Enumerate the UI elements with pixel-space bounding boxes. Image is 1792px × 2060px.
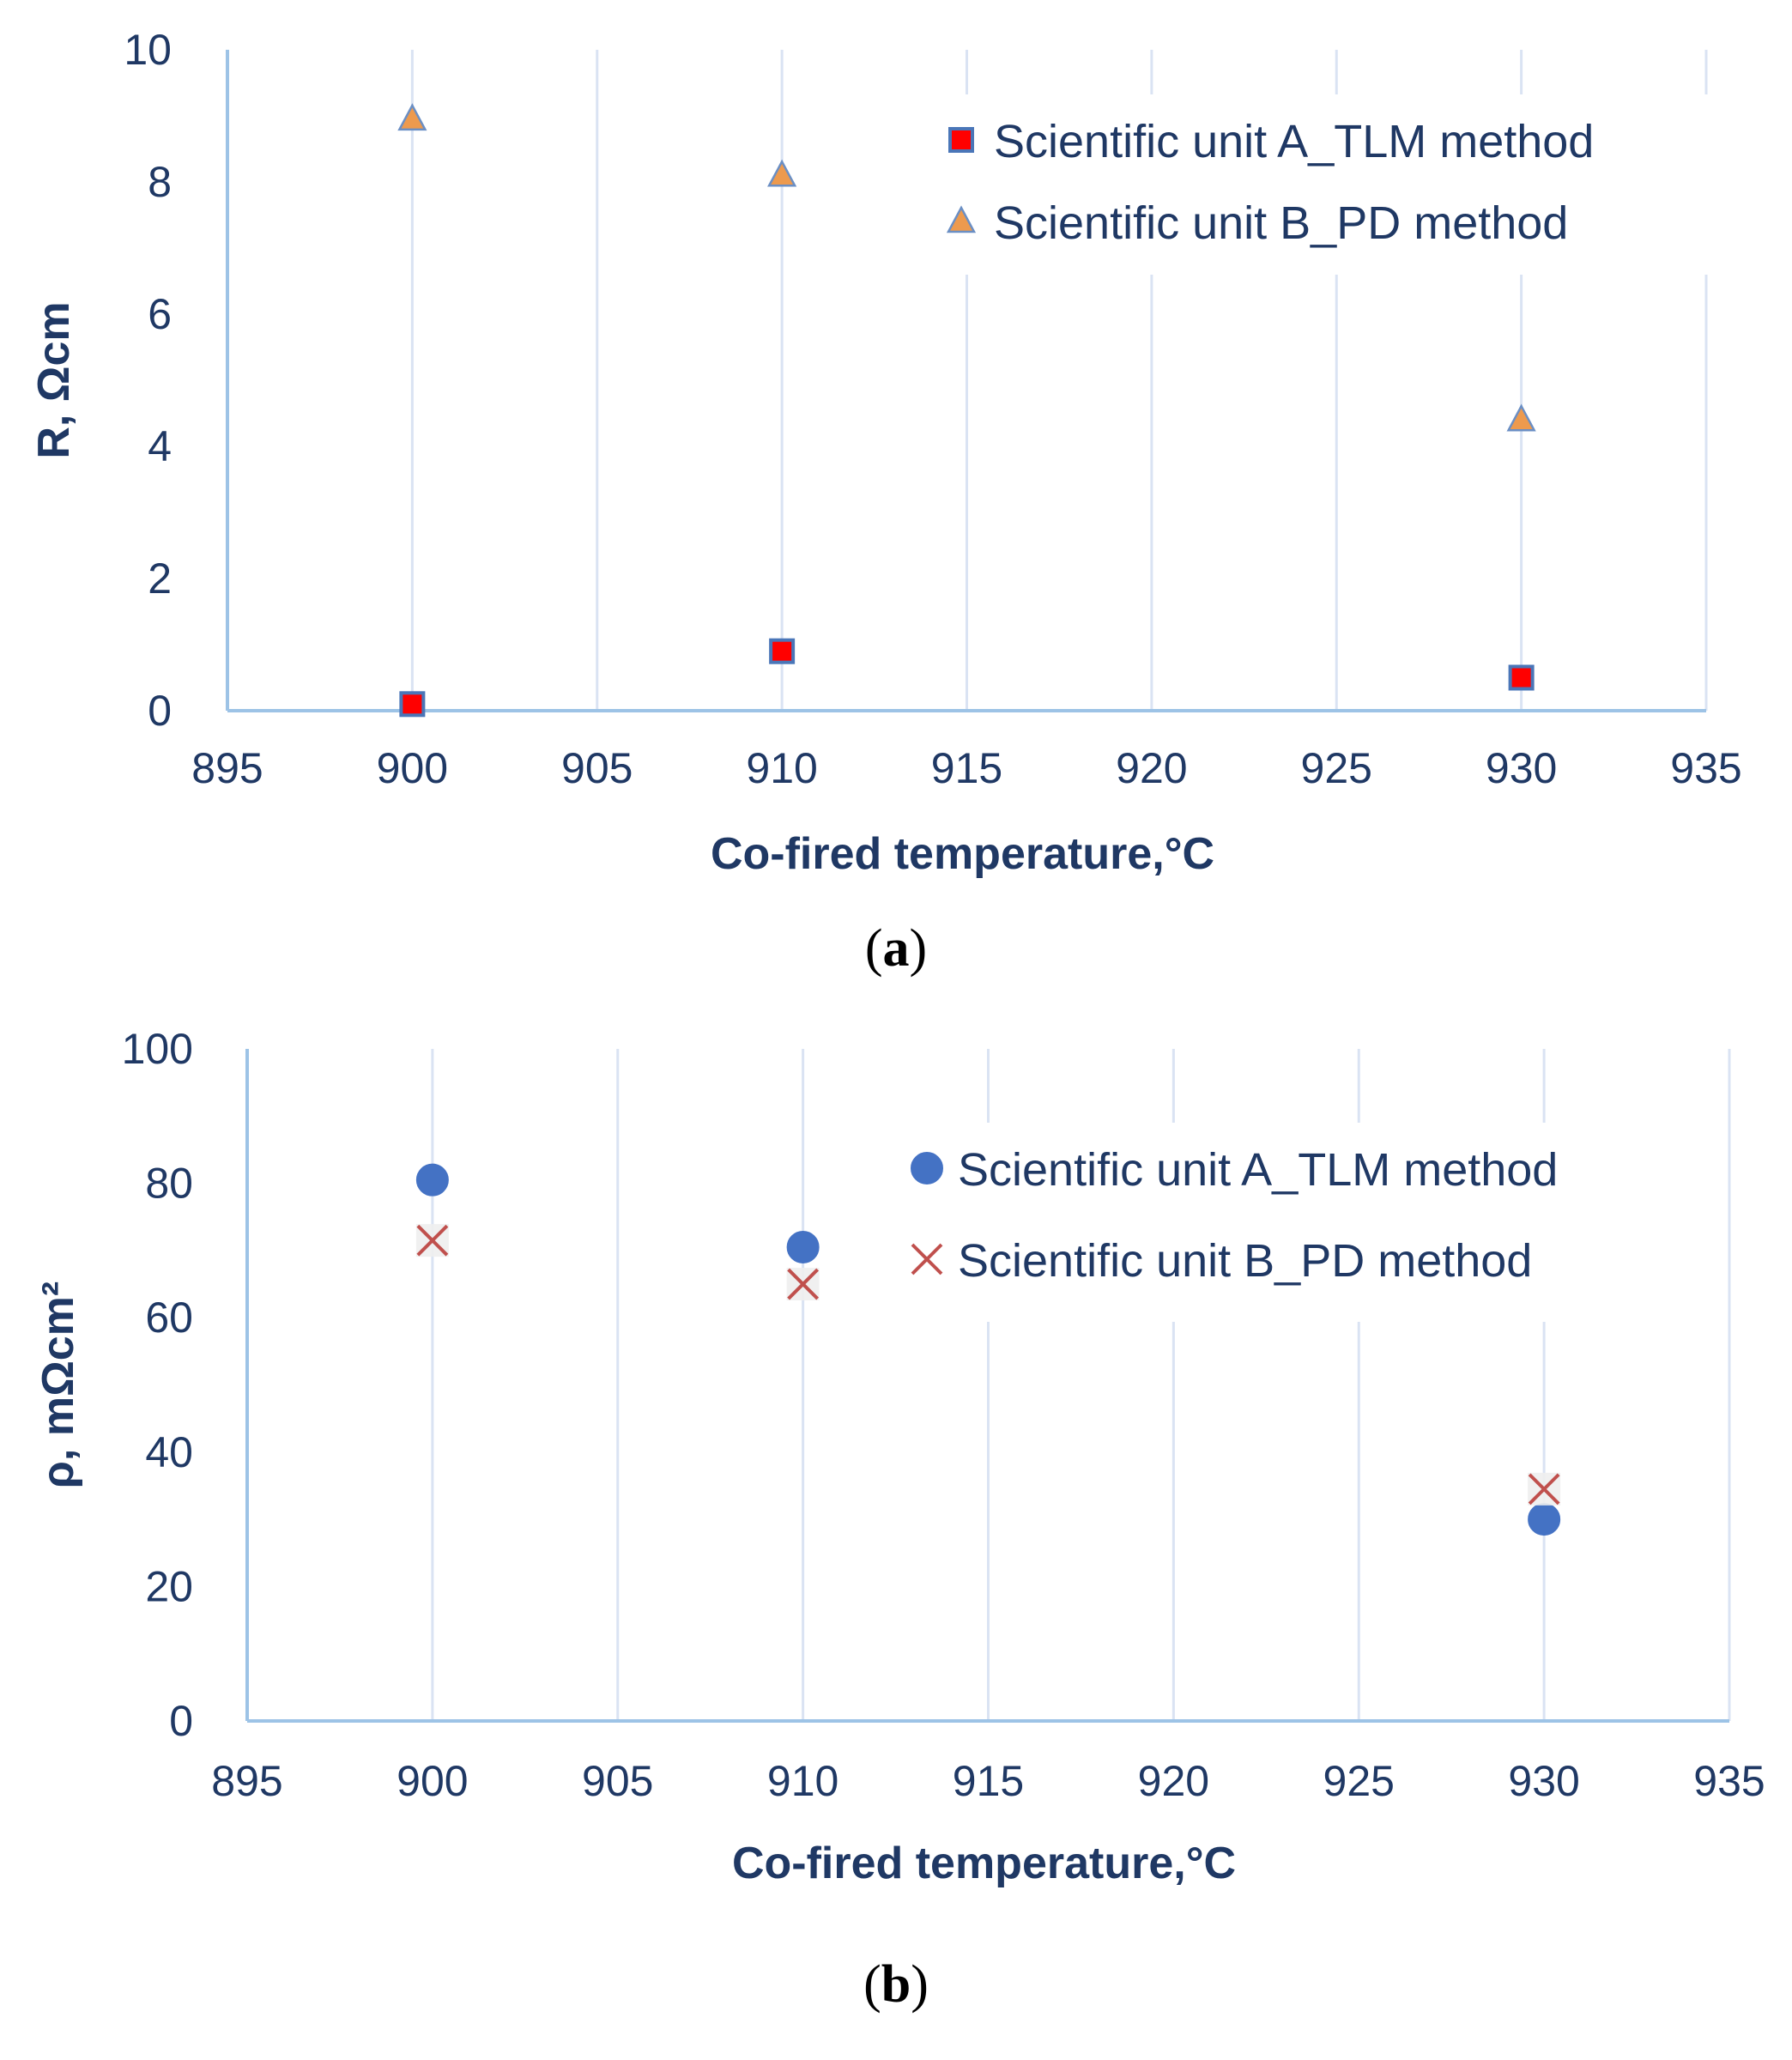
x-axis-title: Co-fired temperature,°C bbox=[732, 1839, 1236, 1888]
data-point bbox=[415, 1163, 449, 1197]
y-tick-label: 6 bbox=[148, 290, 172, 338]
x-tick-label: 935 bbox=[1693, 1757, 1765, 1805]
data-point bbox=[416, 1224, 449, 1257]
y-tick-label: 60 bbox=[145, 1294, 193, 1342]
data-point bbox=[1528, 1503, 1561, 1536]
y-tick-label: 8 bbox=[148, 158, 172, 206]
y-tick-label: 40 bbox=[145, 1428, 193, 1476]
legend-background bbox=[935, 94, 1734, 275]
x-axis-title: Co-fired temperature,°C bbox=[711, 829, 1214, 879]
legend-marker-x bbox=[911, 1243, 943, 1275]
chart-panel-b: 895 900 905 910 915 920 925 930 935 0 20 40 60 80 100 C… bbox=[33, 1025, 1765, 2014]
y-axis-title: ρ, mΩcm² bbox=[33, 1281, 83, 1488]
legend: Scientific unit A_TLM method Scientific u… bbox=[935, 94, 1734, 275]
y-tick-label: 10 bbox=[124, 26, 172, 74]
data-point bbox=[767, 159, 797, 187]
legend-marker-circle bbox=[911, 1152, 943, 1184]
legend-label: Scientific unit B_PD method bbox=[994, 197, 1568, 249]
data-point bbox=[399, 691, 426, 718]
x-tick-label: 900 bbox=[377, 744, 448, 792]
series-unit-b-pd bbox=[397, 103, 1536, 432]
x-tick-label: 910 bbox=[767, 1757, 838, 1805]
panel-label: (b) bbox=[863, 1955, 929, 2014]
data-point-stroke-2 bbox=[787, 1268, 820, 1300]
data-point bbox=[1508, 664, 1535, 691]
y-tick-label: 80 bbox=[145, 1160, 193, 1208]
x-tick-label: 915 bbox=[931, 744, 1002, 792]
data-point bbox=[397, 103, 427, 131]
legend-label: Scientific unit A_TLM method bbox=[994, 116, 1594, 167]
x-tick-label: 920 bbox=[1138, 1757, 1209, 1805]
data-point-stroke-2 bbox=[1528, 1473, 1560, 1506]
data-point bbox=[787, 1268, 820, 1300]
legend: Scientific unit A_TLM method Scientific u… bbox=[901, 1123, 1699, 1322]
y-tick-label: 20 bbox=[145, 1562, 193, 1610]
legend-marker-triangle bbox=[946, 205, 977, 233]
panel-label-close: ) bbox=[910, 919, 928, 978]
x-tick-label: 905 bbox=[561, 744, 633, 792]
data-point bbox=[1506, 403, 1536, 432]
x-tick-label: 915 bbox=[953, 1757, 1024, 1805]
panel-label: (a) bbox=[865, 919, 927, 978]
legend-label: Scientific unit B_PD method bbox=[958, 1235, 1532, 1287]
x-tick-label: 925 bbox=[1301, 744, 1372, 792]
x-tick-label: 905 bbox=[582, 1757, 653, 1805]
legend-marker-x-stroke-2 bbox=[911, 1243, 943, 1275]
data-point bbox=[1528, 1473, 1560, 1506]
y-tick-label: 100 bbox=[122, 1025, 193, 1073]
panel-label-close: ) bbox=[911, 1955, 929, 2014]
x-tick-label: 930 bbox=[1508, 1757, 1579, 1805]
legend-label: Scientific unit A_TLM method bbox=[958, 1144, 1558, 1196]
legend-marker-square bbox=[948, 127, 974, 153]
series-unit-a-tlm bbox=[415, 1163, 1561, 1536]
data-point bbox=[769, 638, 796, 664]
panel-label-letter: b bbox=[881, 1955, 911, 2014]
x-tick-label: 925 bbox=[1323, 1757, 1395, 1805]
data-point-stroke-2 bbox=[416, 1224, 449, 1257]
legend-background bbox=[901, 1123, 1699, 1322]
series-unit-a-tlm bbox=[399, 638, 1535, 718]
panel-label-open: ( bbox=[863, 1955, 881, 2014]
y-tick-label: 4 bbox=[148, 422, 172, 470]
x-tick-label: 930 bbox=[1486, 744, 1557, 792]
x-tick-label: 895 bbox=[211, 1757, 282, 1805]
x-tick-label: 900 bbox=[397, 1757, 468, 1805]
y-tick-label: 0 bbox=[169, 1697, 193, 1745]
y-tick-label: 0 bbox=[148, 687, 172, 735]
x-tick-label: 910 bbox=[746, 744, 817, 792]
chart-panel-a: 895 900 905 910 915 920 925 930 935 0 2 4 6 8 10 Co-fir… bbox=[29, 26, 1742, 978]
x-tick-label: 895 bbox=[191, 744, 263, 792]
y-tick-label: 2 bbox=[148, 554, 172, 603]
panel-label-letter: a bbox=[883, 919, 910, 978]
data-point bbox=[786, 1230, 820, 1263]
series-unit-b-pd bbox=[415, 1224, 1561, 1506]
x-tick-label: 920 bbox=[1116, 744, 1187, 792]
x-tick-label: 935 bbox=[1670, 744, 1741, 792]
panel-label-open: ( bbox=[865, 919, 883, 978]
y-axis-title: R, Ωcm bbox=[29, 301, 79, 458]
